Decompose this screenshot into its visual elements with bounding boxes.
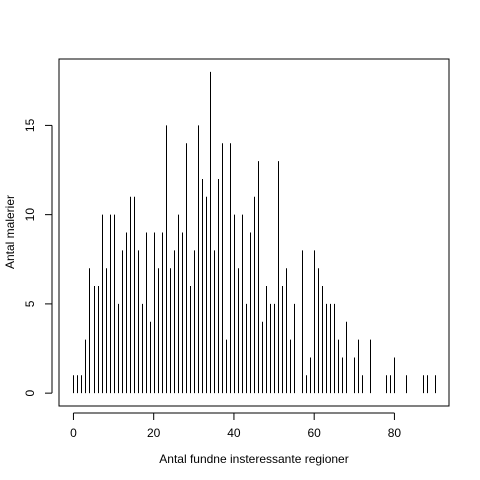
- bars-group: [73, 71, 436, 394]
- x-tick-label: 20: [147, 426, 161, 440]
- y-tick-label: 10: [23, 208, 37, 222]
- x-axis: 0 20 40 60 80: [70, 412, 402, 440]
- x-tick-label: 40: [227, 426, 241, 440]
- x-axis-label: Antal fundne insteressante regioner: [159, 452, 348, 466]
- y-tick-label: 15: [23, 118, 37, 132]
- y-axis-label: Antal malerier: [3, 195, 17, 269]
- x-tick-label: 0: [70, 426, 77, 440]
- plot-box: [58, 58, 450, 407]
- y-axis: 0 5 10 15: [23, 118, 53, 396]
- x-tick-label: 80: [388, 426, 402, 440]
- y-tick-label: 5: [23, 300, 37, 307]
- y-tick-label: 0: [23, 389, 37, 396]
- x-tick-label: 60: [308, 426, 322, 440]
